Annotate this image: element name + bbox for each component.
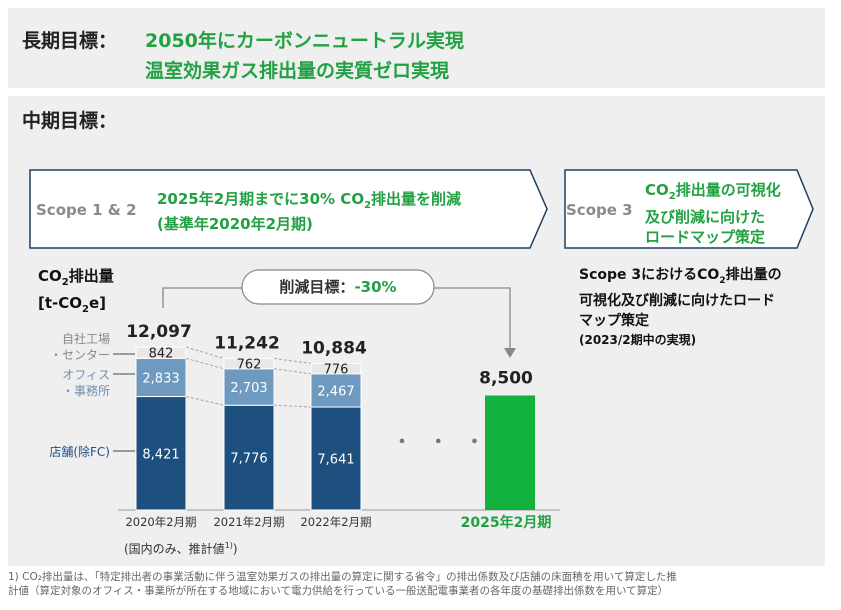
- legend-factory: 自社工場 ・センター: [44, 331, 110, 363]
- scope3-label: Scope 3: [566, 201, 633, 219]
- legend-office: オフィス ・事務所: [44, 367, 110, 399]
- scope3-detail-line-3: マップ策定: [579, 312, 649, 329]
- footnote-line-1: 1) CO₂排出量は、「特定排出者の事業活動に伴う温室効果ガスの排出量の算定に関…: [8, 571, 677, 583]
- scope12-chevron: [29, 169, 548, 249]
- segment-label-office-3: 2,467: [317, 384, 354, 399]
- long-term-label: 長期目標：: [22, 30, 118, 52]
- long-term-panel: 長期目標： 2050年にカーボンニュートラル実現 温室効果ガス排出量の実質ゼロ実…: [8, 8, 825, 88]
- ylabel-line-1-post: 排出量: [68, 267, 114, 285]
- footnote: 1) CO₂排出量は、「特定排出者の事業活動に伴う温室効果ガスの排出量の算定に関…: [8, 570, 834, 598]
- bar-total-2: 11,242: [214, 334, 280, 354]
- scope3-detail-line-2: 可視化及び削減に向けたロード: [579, 292, 775, 309]
- scope12-text-2: (基準年2020年2月期): [157, 215, 313, 233]
- segment-label-store-3: 7,641: [317, 453, 354, 468]
- scope12-text-1-pre: 2025年2月期までに30% CO: [157, 190, 365, 208]
- scope12-text-1-post: 排出量を削減: [371, 190, 462, 208]
- ylabel-line-2-post: e]: [88, 294, 107, 312]
- connector-line: [273, 404, 312, 408]
- chart-ellipsis: ・ ・ ・: [393, 432, 490, 453]
- scope3-text-line-1: CO2排出量の可視化: [645, 180, 781, 207]
- long-term-goal-2: 温室効果ガス排出量の実質ゼロ実現: [145, 60, 450, 82]
- scope3-line-1-post: 排出量の可視化: [675, 181, 781, 199]
- long-term-goal-1: 2050年にカーボンニュートラル実現: [145, 30, 464, 52]
- legend-store: 店舗(除FC): [49, 445, 110, 459]
- x-tick-label-3: 2022年2月期: [300, 515, 371, 529]
- scope3-detail-line-1-post: 排出量の: [725, 267, 782, 283]
- connectors-group: [185, 346, 312, 408]
- ylabel-line-2-sub: 2: [82, 304, 89, 315]
- connector-line: [185, 357, 225, 370]
- scope3-detail-line-1: Scope 3におけるCO2排出量の: [579, 265, 782, 291]
- scope3-line-1-pre: CO: [645, 181, 669, 199]
- chart-ylabel-line-2: [t-CO2e]: [38, 293, 114, 320]
- legend-office-line-1: オフィス: [62, 368, 110, 382]
- ylabel-line-1-sub: 2: [61, 277, 69, 288]
- scope3-detail-note: (2023/2期中の実現): [579, 333, 697, 347]
- chart-scope-note-sup: 1): [224, 541, 233, 550]
- chart-scope-note: (国内のみ、推計値1)): [124, 540, 238, 557]
- mid-term-label: 中期目標：: [22, 110, 118, 132]
- legend-factory-line-2: ・センター: [49, 348, 110, 362]
- scope12-text-1-sub: 2: [364, 200, 372, 211]
- bar-total-3: 10,884: [301, 338, 367, 358]
- ylabel-line-2-pre: [t-CO: [38, 294, 83, 312]
- x-tick-label-1: 2020年2月期: [125, 515, 196, 529]
- bar-target-4: [485, 395, 535, 510]
- connector-line: [185, 396, 225, 406]
- scope3-chevron: [564, 169, 814, 249]
- bar-factory-3: [310, 362, 362, 375]
- bar-total-4: 8,500: [479, 368, 533, 388]
- segment-label-office-2: 2,703: [230, 381, 267, 396]
- bar-factory-1: [135, 346, 187, 359]
- scope3-text: CO2排出量の可視化 及び削減に向けた ロードマップ策定: [645, 180, 781, 247]
- bar-office-3: [310, 373, 362, 408]
- legend-factory-line-1: 自社工場: [61, 332, 110, 346]
- scope3-line-1-sub: 2: [668, 191, 676, 202]
- segment-label-office-1: 2,833: [142, 371, 179, 386]
- bars-group: 8,421 2,833 842 12,097 2020年2月期 7,776 2,703 762…: [125, 322, 551, 531]
- scope3-detail-line-1-sub: 2: [719, 275, 726, 286]
- segment-label-factory-2: 762: [237, 358, 262, 373]
- chart-scope-note-text: (国内のみ、推計値: [124, 542, 225, 556]
- scope3-text-line-2: 及び削減に向けた: [645, 208, 766, 226]
- segment-label-factory-3: 776: [324, 363, 349, 378]
- scope3-detail: Scope 3におけるCO2排出量の 可視化及び削減に向けたロード マップ策定: [579, 265, 782, 331]
- bar-total-1: 12,097: [126, 322, 192, 342]
- scope3-detail-line-1-pre: Scope 3におけるCO: [579, 267, 720, 283]
- bar-store-2: [223, 404, 275, 511]
- chart-ylabel: CO2排出量 [t-CO2e]: [38, 266, 114, 320]
- connector-line: [273, 368, 312, 375]
- x-tick-label-2: 2021年2月期: [213, 515, 284, 529]
- x-tick-label-4: 2025年2月期: [461, 514, 552, 531]
- connector-line: [185, 346, 225, 360]
- reduction-arrowhead: [504, 348, 516, 358]
- chart-scope-note-end: ): [232, 542, 238, 556]
- connector-line: [273, 358, 312, 364]
- footnote-line-2: 計値（算定対象のオフィス・事業所が所在する地域において電力供給を行っている一般送…: [8, 585, 669, 597]
- chart-ylabel-line-1: CO2排出量: [38, 266, 114, 293]
- scope3-text-line-3: ロードマップ策定: [645, 228, 766, 246]
- bar-office-2: [223, 368, 275, 406]
- reduction-label-text: 削減目標：: [279, 278, 355, 296]
- reduction-label-box: [241, 269, 435, 305]
- scope12-label: Scope 1 & 2: [36, 201, 137, 219]
- scope12-text-1: 2025年2月期までに30% CO2排出量を削減: [157, 188, 461, 211]
- ylabel-line-1-pre: CO: [38, 267, 62, 285]
- segment-label-store-1: 8,421: [142, 447, 179, 462]
- reduction-value: -30%: [354, 278, 397, 296]
- segment-label-store-2: 7,776: [230, 452, 267, 467]
- reduction-target-label: 削減目標：-30%: [242, 276, 434, 297]
- bar-factory-2: [223, 358, 275, 370]
- segment-label-factory-1: 842: [149, 347, 174, 362]
- legend-office-line-2: ・事務所: [61, 384, 110, 398]
